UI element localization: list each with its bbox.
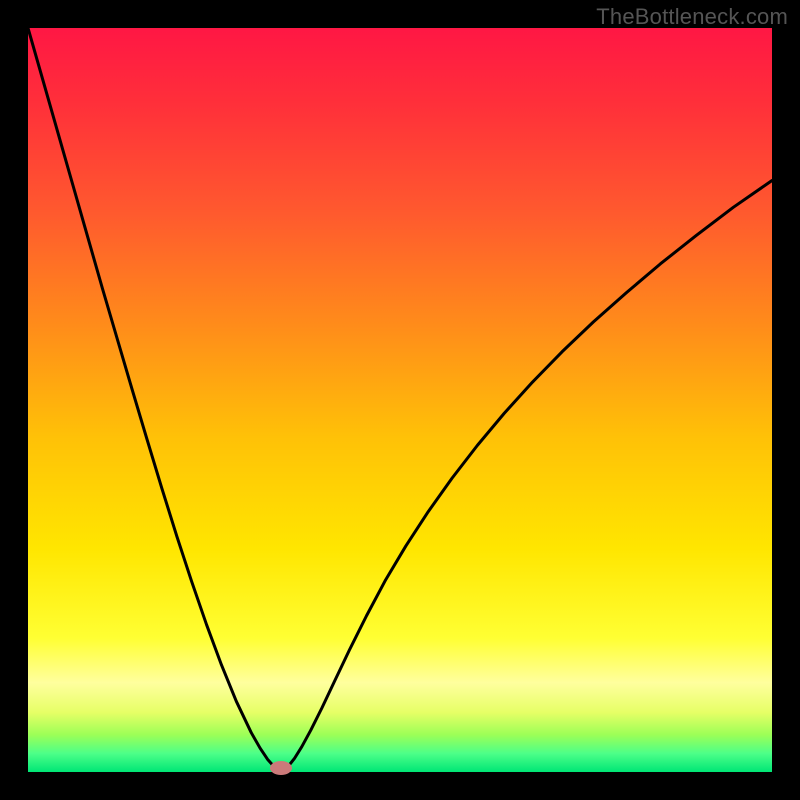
gradient-background — [28, 28, 772, 772]
optimal-point-marker — [270, 761, 292, 775]
plot-area — [28, 28, 772, 772]
chart-container: TheBottleneck.com — [0, 0, 800, 800]
watermark-text: TheBottleneck.com — [596, 4, 788, 30]
